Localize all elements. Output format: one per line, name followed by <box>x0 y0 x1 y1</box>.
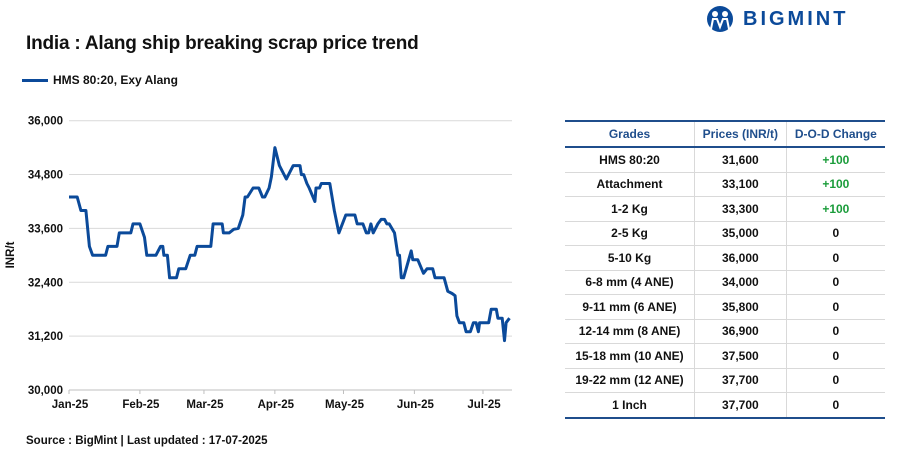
column-header: Grades <box>565 120 695 148</box>
x-tick-label: Jul-25 <box>467 399 501 411</box>
source-note: Source : BigMint | Last updated : 17-07-… <box>26 435 268 447</box>
bigmint-logo: BIGMINT <box>705 5 848 33</box>
table-row: 5-10 Kg 36,000 0 <box>565 245 885 271</box>
table-row: 1-2 Kg 33,300 +100 <box>565 196 885 222</box>
grade-cell: 1 Inch <box>565 392 695 419</box>
table-row: 9-11 mm (6 ANE) 35,800 0 <box>565 294 885 320</box>
y-tick-label: 32,400 <box>28 277 63 289</box>
change-cell: 0 <box>785 343 885 369</box>
table-row: 19-22 mm (12 ANE) 37,700 0 <box>565 368 885 393</box>
y-tick-label: 31,200 <box>28 331 63 343</box>
x-tick-label: Jun-25 <box>397 399 435 411</box>
grade-cell: 1-2 Kg <box>565 196 695 222</box>
x-tick-label: Apr-25 <box>258 399 295 411</box>
table-row: HMS 80:20 31,600 +100 <box>565 147 885 173</box>
price-cell: 34,000 <box>694 270 787 295</box>
x-tick-label: Jan-25 <box>52 399 89 411</box>
table-row: 12-14 mm (8 ANE) 36,900 0 <box>565 319 885 344</box>
price-cell: 37,700 <box>694 368 787 393</box>
change-cell: 0 <box>785 392 885 419</box>
grade-cell: 5-10 Kg <box>565 245 695 271</box>
price-cell: 35,800 <box>694 294 787 320</box>
y-tick-label: 34,800 <box>28 170 63 182</box>
x-tick-label: May-25 <box>325 399 365 411</box>
y-axis-label: INR/t <box>5 241 17 268</box>
y-tick-label: 30,000 <box>28 385 63 397</box>
grade-cell: 15-18 mm (10 ANE) <box>565 343 695 369</box>
price-cell: 36,000 <box>694 245 787 271</box>
price-cell: 37,700 <box>694 392 787 419</box>
grade-cell: HMS 80:20 <box>565 147 695 173</box>
price-cell: 36,900 <box>694 319 787 344</box>
price-cell: 33,100 <box>694 172 787 197</box>
change-cell: +100 <box>785 172 885 197</box>
grade-cell: 12-14 mm (8 ANE) <box>565 319 695 344</box>
x-tick-label: Mar-25 <box>186 399 224 411</box>
change-cell: 0 <box>785 294 885 320</box>
logo-text: BIGMINT <box>743 7 849 30</box>
table-header-row: Grades Prices (INR/t) D-O-D Change <box>565 120 885 148</box>
price-cell: 31,600 <box>694 147 787 173</box>
column-header: D-O-D Change <box>785 120 885 148</box>
change-cell: 0 <box>785 270 885 295</box>
series-line-hms-80-20 <box>69 146 511 343</box>
table-row: 6-8 mm (4 ANE) 34,000 0 <box>565 270 885 295</box>
x-tick-label: Feb-25 <box>122 399 160 411</box>
price-table: Grades Prices (INR/t) D-O-D Change HMS 80:… <box>565 120 885 419</box>
change-cell: +100 <box>785 196 885 222</box>
change-cell: 0 <box>785 221 885 246</box>
table-row: 2-5 Kg 35,000 0 <box>565 221 885 246</box>
logo-icon <box>707 6 733 32</box>
table-row: Attachment 33,100 +100 <box>565 172 885 197</box>
chart-legend: HMS 80:20, Exy Alang <box>22 73 178 87</box>
change-cell: 0 <box>785 368 885 393</box>
price-cell: 33,300 <box>694 196 787 222</box>
change-cell: +100 <box>785 147 885 173</box>
y-tick-label: 33,600 <box>28 223 63 235</box>
grade-cell: Attachment <box>565 172 695 197</box>
grade-cell: 6-8 mm (4 ANE) <box>565 270 695 295</box>
change-cell: 0 <box>785 319 885 344</box>
column-header: Prices (INR/t) <box>694 120 787 148</box>
grade-cell: 2-5 Kg <box>565 221 695 246</box>
grade-cell: 9-11 mm (6 ANE) <box>565 294 695 320</box>
legend-swatch <box>22 78 48 82</box>
y-tick-label: 36,000 <box>28 116 63 128</box>
legend-label: HMS 80:20, Exy Alang <box>53 73 178 87</box>
line-chart: 36,000 34,800 33,600 32,400 31,200 30,000 Jan-… <box>5 116 512 411</box>
chart-title: India : Alang ship breaking scrap price … <box>26 33 419 54</box>
table-row: 1 Inch 37,700 0 <box>565 392 885 419</box>
price-cell: 35,000 <box>694 221 787 246</box>
grade-cell: 19-22 mm (12 ANE) <box>565 368 695 393</box>
table-row: 15-18 mm (10 ANE) 37,500 0 <box>565 343 885 369</box>
price-cell: 37,500 <box>694 343 787 369</box>
change-cell: 0 <box>785 245 885 271</box>
